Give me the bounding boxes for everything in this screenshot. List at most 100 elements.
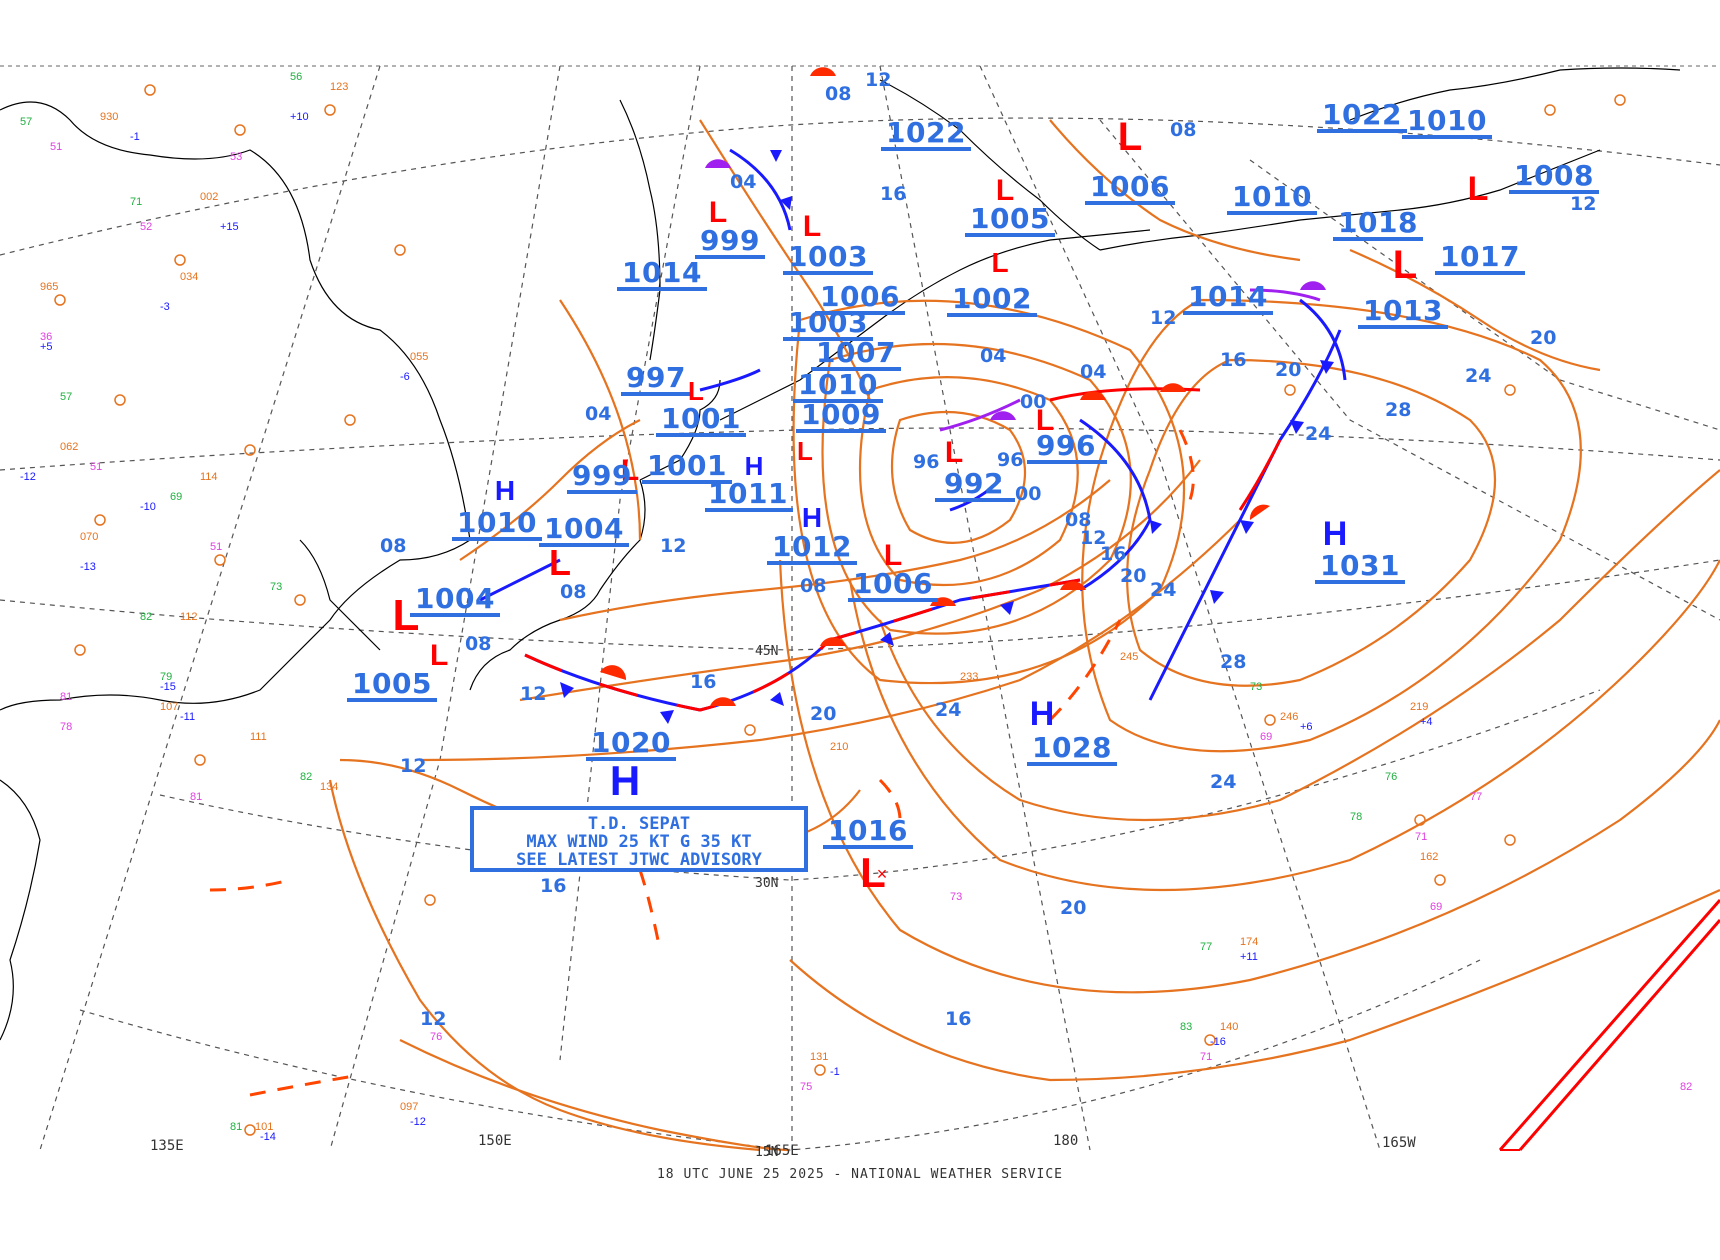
high-center: 1022 — [881, 116, 971, 151]
svg-text:81: 81 — [190, 791, 202, 803]
svg-text:114: 114 — [200, 471, 218, 483]
svg-text:1012: 1012 — [772, 530, 852, 563]
svg-text:04: 04 — [1080, 361, 1106, 383]
high-center: 1014 — [617, 256, 707, 291]
svg-text:+10: +10 — [290, 111, 309, 123]
svg-text:28: 28 — [1220, 651, 1246, 673]
svg-text:996: 996 — [1036, 429, 1096, 462]
advisory-line-2: MAX WIND 25 KT G 35 KT — [526, 832, 751, 852]
svg-text:04: 04 — [730, 171, 756, 193]
svg-text:162: 162 — [1420, 851, 1438, 863]
svg-text:L: L — [1393, 243, 1417, 287]
svg-text:H: H — [495, 475, 515, 506]
svg-text:24: 24 — [935, 699, 961, 721]
longitude-label: 165E — [765, 1143, 799, 1159]
svg-text:233: 233 — [960, 671, 978, 683]
svg-text:1010: 1010 — [798, 368, 878, 401]
svg-text:1001: 1001 — [661, 402, 741, 435]
low-center: 1013 L — [1358, 243, 1448, 329]
svg-text:L: L — [797, 436, 813, 466]
svg-text:82: 82 — [140, 611, 152, 623]
svg-text:08: 08 — [1170, 119, 1196, 141]
svg-text:08: 08 — [1065, 509, 1091, 531]
high-center: 1022 — [1317, 98, 1407, 133]
svg-text:1013: 1013 — [1363, 294, 1443, 327]
advisory-line-3: SEE LATEST JTWC ADVISORY — [516, 850, 762, 870]
svg-text:097: 097 — [400, 1101, 418, 1113]
svg-text:96: 96 — [997, 449, 1023, 471]
svg-text:L: L — [991, 247, 1008, 278]
svg-text:1002: 1002 — [952, 282, 1032, 315]
high-center: H 1031 — [1315, 515, 1405, 584]
isobar-labels: 08 08 08 08 08 08 08 12 12 12 12 12 12 1… — [380, 69, 1596, 1030]
svg-text:1005: 1005 — [970, 202, 1050, 235]
svg-text:71: 71 — [1415, 831, 1427, 843]
svg-text:1003: 1003 — [788, 306, 868, 339]
svg-text:1003: 1003 — [788, 240, 868, 273]
svg-text:070: 070 — [80, 531, 98, 543]
coastlines — [0, 67, 1681, 1041]
svg-text:20: 20 — [1275, 359, 1301, 381]
longitude-label: 150E — [478, 1133, 512, 1149]
svg-text:111: 111 — [250, 731, 267, 743]
low-center: 997 L — [621, 361, 704, 406]
svg-text:-1: -1 — [830, 1066, 840, 1078]
svg-text:+5: +5 — [40, 341, 53, 353]
svg-text:12: 12 — [660, 535, 686, 557]
svg-text:1005: 1005 — [352, 667, 432, 700]
svg-text:69: 69 — [1430, 901, 1442, 913]
svg-text:210: 210 — [830, 741, 848, 753]
svg-text:08: 08 — [825, 83, 851, 105]
low-center: 1001 — [656, 402, 746, 437]
low-center: 1006 L — [848, 539, 938, 602]
svg-text:L: L — [430, 639, 448, 672]
svg-text:75: 75 — [800, 1081, 812, 1093]
svg-text:82: 82 — [300, 771, 312, 783]
svg-text:71: 71 — [1200, 1051, 1212, 1063]
svg-text:1009: 1009 — [801, 398, 881, 431]
svg-text:L: L — [945, 436, 963, 469]
svg-text:36: 36 — [40, 331, 52, 343]
graticule — [0, 65, 1720, 1151]
svg-text:999: 999 — [700, 224, 760, 257]
svg-text:1022: 1022 — [886, 116, 966, 149]
svg-text:16: 16 — [1220, 349, 1246, 371]
svg-text:28: 28 — [1385, 399, 1411, 421]
low-center: L 1008 — [1468, 159, 1599, 208]
svg-text:+6: +6 — [1300, 721, 1313, 733]
svg-text:1007: 1007 — [816, 336, 896, 369]
high-center: 1011 H — [705, 451, 793, 512]
high-center: 1017 — [1435, 240, 1525, 275]
low-center: L 996 — [1027, 404, 1107, 464]
low-center: 1016 L × — [823, 814, 913, 896]
svg-text:-16: -16 — [1210, 1036, 1226, 1048]
svg-text:992: 992 — [944, 467, 1004, 500]
svg-text:20: 20 — [1530, 327, 1556, 349]
station-plots: 51 52 53 36 51 51 81 78 81 76 69 71 69 71 77 75 73 8… — [20, 71, 1692, 1143]
svg-text:12: 12 — [420, 1008, 446, 1030]
svg-text:034: 034 — [180, 271, 198, 283]
svg-text:L: L — [1036, 404, 1054, 437]
high-pressure-centers: H 1031 H 1028 1020 H 1022 1014 H 101 — [452, 98, 1525, 804]
svg-text:00: 00 — [1020, 391, 1046, 413]
low-center: 1010 — [1227, 180, 1317, 215]
svg-text:73: 73 — [270, 581, 282, 593]
svg-text:1031: 1031 — [1320, 549, 1400, 582]
high-center: 1018 — [1333, 206, 1423, 241]
svg-text:-3: -3 — [160, 301, 170, 313]
svg-text:16: 16 — [1100, 543, 1126, 565]
svg-text:51: 51 — [90, 461, 102, 473]
svg-text:96: 96 — [913, 451, 939, 473]
svg-text:69: 69 — [170, 491, 182, 503]
svg-text:53: 53 — [230, 151, 242, 163]
svg-text:L: L — [549, 542, 571, 583]
svg-text:123: 123 — [330, 81, 348, 93]
low-center: 1001 — [642, 449, 732, 484]
low-center: 1010 — [793, 368, 883, 403]
svg-text:H: H — [1323, 515, 1348, 553]
latitude-label: 30N — [755, 876, 778, 891]
low-center: 1003 — [783, 306, 873, 341]
svg-text:002: 002 — [200, 191, 218, 203]
svg-text:246: 246 — [1280, 711, 1298, 723]
low-center: 1004 L — [539, 512, 629, 583]
